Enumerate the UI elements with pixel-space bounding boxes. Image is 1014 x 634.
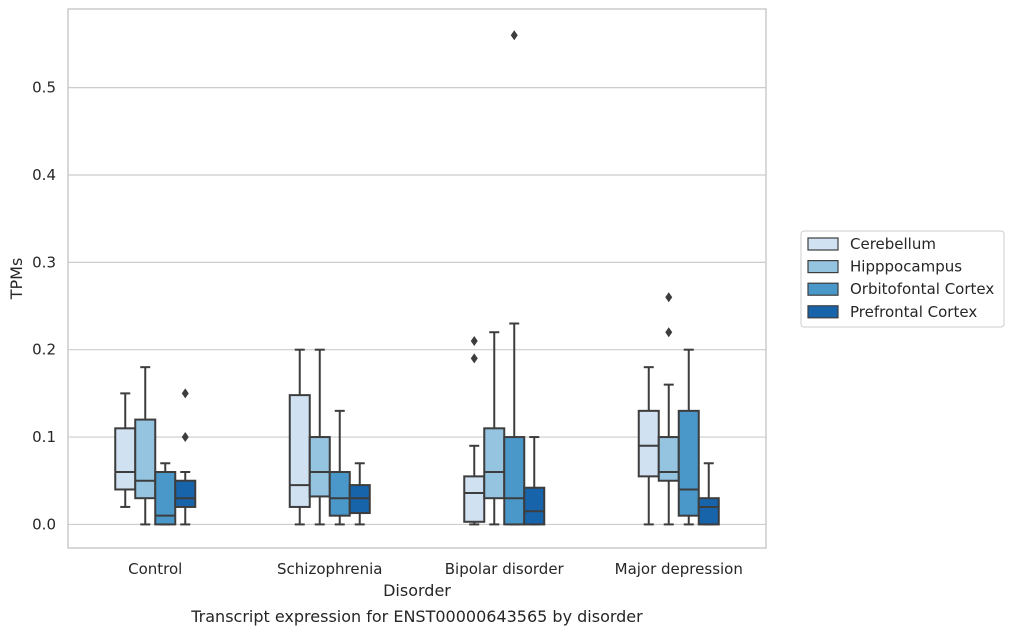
x-axis-ticks: Control Schizophrenia Bipolar disorder Majo… [128,560,743,578]
box-group [657,292,680,526]
legend-item: Prefrontal Cortex [807,303,977,321]
box [483,427,506,500]
box-group [154,462,177,526]
y-tick-label: 0.3 [32,253,56,271]
outlier-point [470,335,478,346]
box [523,486,546,526]
box [503,436,526,526]
box [114,427,137,491]
box [637,409,660,478]
box-group [288,348,311,526]
legend-label: Cerebellum [850,235,936,253]
legend-item: Hipppocampus [807,258,962,276]
box [328,470,351,517]
box-group [503,30,526,526]
outlier-point [470,353,478,364]
legend-swatch [807,260,839,274]
legend-swatch [807,237,839,251]
box [677,409,700,517]
box-group [677,348,700,526]
outlier-point [665,292,673,303]
box-group [134,366,157,526]
box [134,418,157,500]
outlier-point [181,388,189,399]
x-tick-label: Major depression [615,560,743,578]
y-tick-label: 0.2 [32,341,56,359]
legend-swatch [807,282,839,296]
y-axis-label: TPMs [7,258,26,301]
legend-items: Cerebellum Hipppocampus Orbitofontal Corte… [807,235,994,321]
y-tick-label: 0.5 [32,79,56,97]
box-group [328,409,351,526]
x-tick-label: Control [128,560,182,578]
y-tick-label: 0.1 [32,428,56,446]
x-tick-label: Bipolar disorder [445,560,565,578]
x-tick-label: Schizophrenia [277,560,382,578]
chart-caption: Transcript expression for ENST0000064356… [190,607,643,626]
box [288,394,311,508]
box-group [174,388,197,526]
legend-item: Cerebellum [807,235,936,253]
x-axis-label: Disorder [383,581,451,600]
box [697,497,720,526]
box-group [308,348,331,526]
box [657,436,680,482]
outlier-point [181,432,189,443]
legend-label: Prefrontal Cortex [850,303,977,321]
boxes [114,30,720,526]
legend-swatch [807,305,839,319]
box-group [348,462,371,526]
outlier-point [510,30,518,41]
box-group [697,462,720,526]
legend-frame [800,230,1005,328]
legend: Cerebellum Hipppocampus Orbitofontal Corte… [800,230,1005,328]
box-group [523,436,546,526]
legend-label: Hipppocampus [850,258,962,276]
legend-item: Orbitofontal Cortex [807,280,994,298]
legend-label: Orbitofontal Cortex [850,280,994,298]
box-group [463,335,486,526]
box-group [483,331,506,526]
y-tick-label: 0.0 [32,515,56,533]
box-group [114,392,137,508]
box [463,475,486,523]
box [174,479,197,508]
box-group [637,366,660,526]
y-tick-label: 0.4 [32,166,56,184]
box [308,436,331,498]
plot-frame [67,8,767,549]
outlier-point [665,327,673,338]
y-axis-ticks: 0.0 0.1 0.2 0.3 0.4 0.5 [32,79,56,534]
